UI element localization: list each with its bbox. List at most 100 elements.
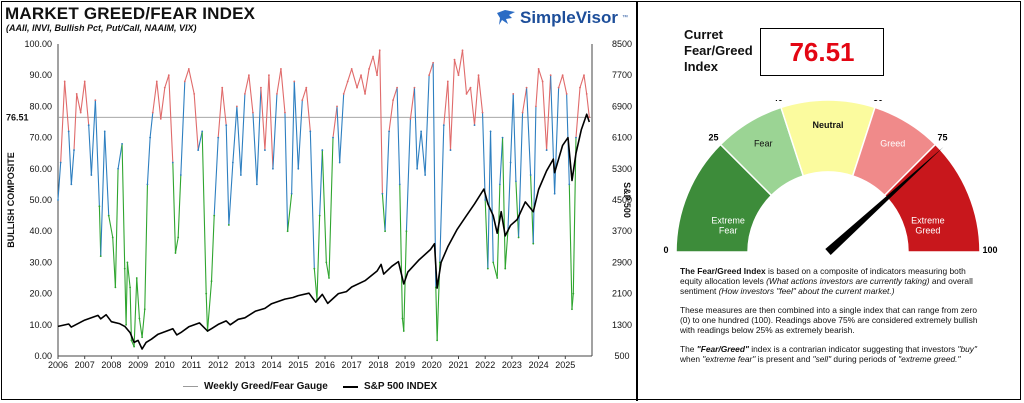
x-tick-label: 2009 xyxy=(128,360,148,370)
gauge-needle xyxy=(825,147,944,255)
gauge-series-segment xyxy=(108,215,114,238)
gauge-series-segment xyxy=(473,74,480,126)
gauge-series-segment xyxy=(104,130,110,217)
y-tick-label-right: 7700 xyxy=(612,70,632,80)
gauge-tick-label: 40 xyxy=(773,100,783,103)
gauge-series-segment xyxy=(252,112,258,185)
gauge-series-segment xyxy=(260,87,266,151)
gauge-series-segment xyxy=(80,80,86,114)
current-value-axis-label: 76.51 xyxy=(6,112,29,122)
gauge-series-point xyxy=(155,80,158,83)
gauge-series-point xyxy=(498,183,501,186)
fear-greed-gauge: Extreme Fear Fear Neutral Greed Extreme Greed 0… xyxy=(663,100,998,255)
gauge-series-point xyxy=(293,80,296,83)
gauge-series-segment xyxy=(84,80,90,126)
gauge-series-segment xyxy=(360,74,366,95)
gauge-series-point xyxy=(94,99,97,102)
y-tick-label-left: 70.00 xyxy=(29,133,52,143)
gauge-series-segment xyxy=(477,74,484,114)
legend-sp500-swatch xyxy=(343,385,358,388)
gauge-series-segment xyxy=(57,162,62,201)
gauge-series-segment xyxy=(248,74,254,114)
gauge-series-point xyxy=(183,80,186,83)
gauge-series-segment xyxy=(114,168,119,288)
y-tick-label-right: 8500 xyxy=(612,39,632,49)
gauge-series-segment xyxy=(538,68,544,82)
gauge-series-segment xyxy=(256,87,262,185)
gauge-series-segment xyxy=(396,87,401,185)
gauge-series-point xyxy=(346,80,349,83)
x-tick-label: 2020 xyxy=(422,360,442,370)
gauge-series-point xyxy=(121,142,123,145)
gauge-series-point xyxy=(356,86,358,89)
gauge-series-segment xyxy=(184,68,190,82)
x-tick-label: 2018 xyxy=(368,360,388,370)
gauge-series-segment xyxy=(225,124,230,226)
gauge-series-segment xyxy=(152,80,158,114)
gauge-series-point xyxy=(338,161,341,164)
gauge-series-segment xyxy=(210,215,215,282)
gauge-series-point xyxy=(260,86,262,89)
gauge-series-segment xyxy=(268,74,274,170)
gauge-series-segment xyxy=(197,130,203,151)
gauge-series-segment xyxy=(384,130,390,232)
x-tick-label: 2021 xyxy=(448,360,468,370)
gauge-series-segment xyxy=(180,80,186,176)
gauge-series-point xyxy=(501,136,504,139)
gauge-series-point xyxy=(111,236,114,239)
gauge-series-point xyxy=(537,68,540,70)
gauge-series-point xyxy=(268,74,270,77)
x-tick-label: 2025 xyxy=(555,360,575,370)
gauge-series-point xyxy=(521,111,524,114)
gauge-series-point xyxy=(201,130,204,133)
gauge-series-segment xyxy=(174,236,179,254)
gauge-series-point xyxy=(309,130,312,133)
gauge-series-segment xyxy=(309,130,315,270)
y-tick-label-left: 80.00 xyxy=(29,101,52,111)
gauge-series-point xyxy=(442,124,445,127)
gauge-series-segment xyxy=(416,130,422,170)
gauge-series-point xyxy=(67,130,70,133)
gauge-tick-label: 100 xyxy=(982,245,997,255)
gauge-series-segment xyxy=(420,130,426,176)
gauge-series-point xyxy=(171,161,174,164)
gauge-series-point xyxy=(561,74,564,77)
gauge-series-segment xyxy=(351,68,358,89)
gauge-series-point xyxy=(469,86,472,89)
gauge-series-point xyxy=(151,111,154,114)
gauge-series-segment xyxy=(522,87,528,114)
gauge-series-point xyxy=(332,136,334,139)
gauge-series-point xyxy=(350,68,353,70)
gauge-series-point xyxy=(583,74,585,77)
gauge-series-point xyxy=(79,111,82,114)
gauge-series-point xyxy=(588,116,591,119)
gauge-series-point xyxy=(545,149,548,151)
gauge-series-point xyxy=(396,86,398,89)
gauge-series-point xyxy=(159,117,162,120)
brand-trademark: ™ xyxy=(621,15,628,21)
y-tick-label-left: 0.00 xyxy=(34,351,52,361)
gauge-series-segment xyxy=(90,99,96,176)
gauge-series-segment xyxy=(205,293,209,332)
gauge-series-point xyxy=(321,149,324,151)
gauge-series-point xyxy=(130,339,133,342)
gauge-series-segment xyxy=(424,74,430,176)
gauge-series-point xyxy=(565,93,568,95)
gauge-series-point xyxy=(575,136,577,139)
gauge-series-point xyxy=(235,105,238,108)
gauge-series-segment xyxy=(319,149,323,217)
gauge-series-segment xyxy=(332,105,338,139)
chart-subtitle: (AAII, INVI, Bullish Pct, Put/Call, NAAI… xyxy=(6,23,197,33)
gauge-series-point xyxy=(197,149,200,151)
gauge-series-point xyxy=(449,149,452,151)
gauge-series-segment xyxy=(240,93,246,176)
gauge-series-segment xyxy=(141,308,146,338)
gauge-series-segment xyxy=(138,318,143,338)
gauge-series-segment xyxy=(518,112,524,238)
gauge-segment-label: Extreme Fear xyxy=(711,216,745,236)
gauge-series-point xyxy=(532,242,535,245)
y-tick-label-left: 60.00 xyxy=(29,164,52,174)
gauge-series-point xyxy=(239,174,242,176)
gauge-series-segment xyxy=(144,183,148,310)
gauge-segment xyxy=(883,143,981,253)
